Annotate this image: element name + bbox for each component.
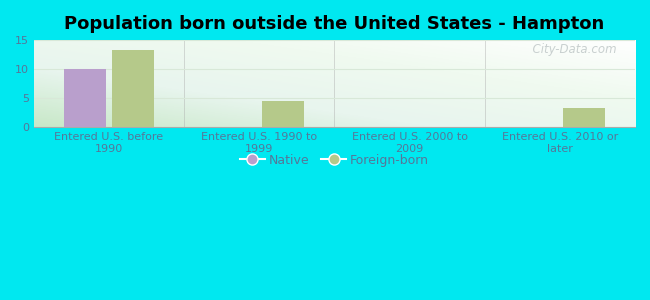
Bar <box>112 50 154 127</box>
Bar <box>563 107 605 127</box>
Text: City-Data.com: City-Data.com <box>525 43 617 56</box>
Legend: Native, Foreign-born: Native, Foreign-born <box>235 148 434 172</box>
Title: Population born outside the United States - Hampton: Population born outside the United State… <box>64 15 605 33</box>
Bar <box>263 101 304 127</box>
Bar <box>64 69 106 127</box>
